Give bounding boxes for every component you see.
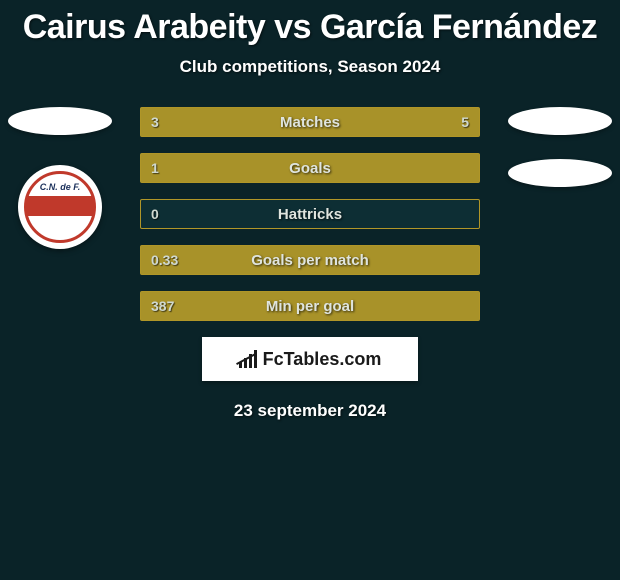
crest-stripe <box>27 196 93 216</box>
page-subtitle: Club competitions, Season 2024 <box>0 57 620 77</box>
stat-label: Min per goal <box>141 292 479 320</box>
crest-ring: C.N. de F. <box>24 171 96 243</box>
team-left-crest: C.N. de F. <box>18 165 102 249</box>
bar-chart-icon <box>239 350 257 368</box>
stat-label: Goals <box>141 154 479 182</box>
comparison-panel: C.N. de F. 35Matches 1Goals 0Hattricks 0.33… <box>0 107 620 421</box>
stat-row: 0Hattricks <box>140 199 480 229</box>
team-right-ellipse-1 <box>508 107 612 135</box>
crest-text: C.N. de F. <box>27 182 93 192</box>
team-left-ellipse <box>8 107 112 135</box>
brand-text: FcTables.com <box>263 349 382 370</box>
left-team-column: C.N. de F. <box>0 107 120 249</box>
right-team-column <box>500 107 620 187</box>
team-right-ellipse-2 <box>508 159 612 187</box>
stat-label: Goals per match <box>141 246 479 274</box>
date-text: 23 september 2024 <box>0 401 620 421</box>
stat-row: 1Goals <box>140 153 480 183</box>
comparison-bars: 35Matches 1Goals 0Hattricks 0.33Goals per m… <box>140 107 480 321</box>
brand-box: FcTables.com <box>202 337 418 381</box>
page-title: Cairus Arabeity vs García Fernández <box>0 8 620 47</box>
stat-label: Matches <box>141 108 479 136</box>
stat-label: Hattricks <box>141 200 479 228</box>
stat-row: 35Matches <box>140 107 480 137</box>
stat-row: 0.33Goals per match <box>140 245 480 275</box>
stat-row: 387Min per goal <box>140 291 480 321</box>
